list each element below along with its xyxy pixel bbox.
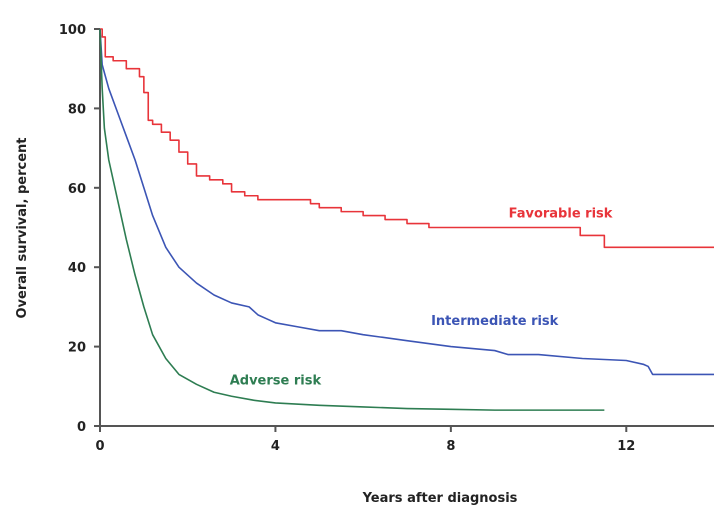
series-line-adverse-risk	[99, 28, 605, 411]
x-tick-label: 12	[617, 439, 635, 454]
series-labels: Favorable risk Intermediate risk Adverse r…	[230, 207, 613, 389]
y-tick-label: 20	[68, 341, 86, 356]
y-axis-title: Overall survival, percent	[15, 138, 30, 319]
series-label-favorable-risk: Favorable risk	[509, 207, 613, 222]
y-tick-label: 80	[68, 102, 86, 117]
y-tick-label: 0	[77, 420, 86, 435]
series-label-intermediate-risk: Intermediate risk	[431, 314, 559, 329]
x-tick-label: 4	[271, 439, 280, 454]
axes	[99, 29, 714, 427]
series-line-intermediate-risk	[99, 28, 714, 376]
x-tick-label: 8	[446, 439, 455, 454]
ticks: 0 4 8 12 0 20 40 60 80 100	[59, 23, 635, 454]
y-tick-label: 40	[68, 261, 86, 276]
series-line-favorable-risk	[100, 28, 714, 249]
x-tick-label: 0	[95, 439, 104, 454]
series-lines	[99, 28, 714, 411]
y-tick-label: 60	[68, 182, 86, 197]
y-tick-label: 100	[59, 23, 86, 38]
series-label-adverse-risk: Adverse risk	[230, 373, 322, 388]
x-axis-title: Years after diagnosis	[362, 491, 518, 506]
